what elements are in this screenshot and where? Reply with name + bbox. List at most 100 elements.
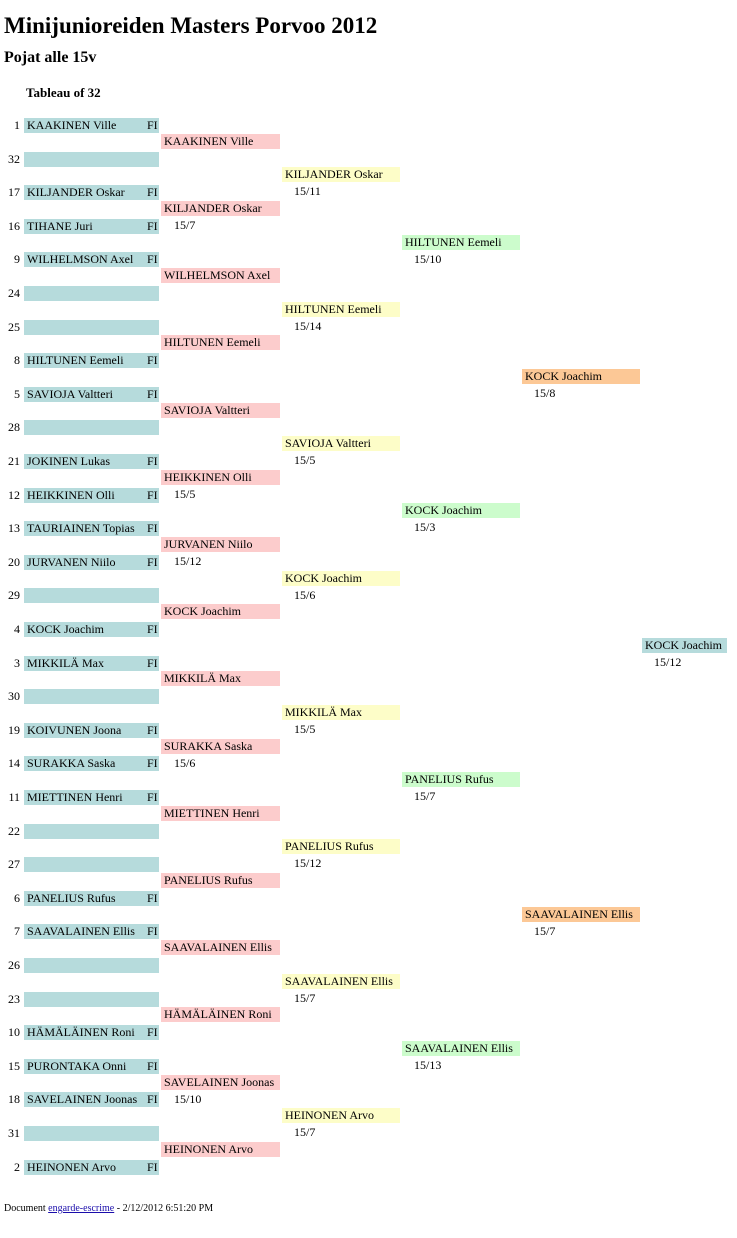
round-of-16-winner: PANELIUS Rufus <box>161 873 280 888</box>
entry-name: PANELIUS Rufus <box>24 891 145 906</box>
round-of-16-winner: SAAVALAINEN Ellis <box>161 940 280 955</box>
entry-nation <box>144 152 159 167</box>
entry-name: KILJANDER Oskar <box>24 185 145 200</box>
entry-nation <box>144 286 159 301</box>
entry-nation: FI <box>144 756 159 771</box>
round-of-16-winner: HÄMÄLÄINEN Roni <box>161 1007 280 1022</box>
quarterfinal-winner: SAVIOJA Valtteri <box>282 436 400 451</box>
seed-number: 27 <box>8 857 20 871</box>
footer-link[interactable]: engarde-escrime <box>48 1203 115 1214</box>
entry-nation <box>144 857 159 872</box>
entry-name: HEIKKINEN Olli <box>24 488 145 503</box>
entry-name: HEINONEN Arvo <box>24 1160 145 1175</box>
seed-number: 31 <box>8 1126 20 1140</box>
entry-nation: FI <box>144 1059 159 1074</box>
seed-number: 25 <box>8 320 20 334</box>
entry-nation: FI <box>144 555 159 570</box>
entry-nation: FI <box>144 723 159 738</box>
entry-nation: FI <box>144 891 159 906</box>
quarterfinal-winner: KOCK Joachim <box>282 571 400 586</box>
entry-nation <box>144 588 159 603</box>
seed-number: 23 <box>8 992 20 1006</box>
seed-number: 2 <box>14 1160 20 1174</box>
entry-name <box>24 824 145 839</box>
seed-number: 11 <box>8 790 20 804</box>
entry-name: JOKINEN Lukas <box>24 454 145 469</box>
entry-nation: FI <box>144 185 159 200</box>
quarterfinal-winner: PANELIUS Rufus <box>282 839 400 854</box>
match-score: 15/5 <box>294 453 316 467</box>
match-score: 15/5 <box>174 487 196 501</box>
entry-name: SAVELAINEN Joonas <box>24 1092 145 1107</box>
entry-name: TIHANE Juri <box>24 219 145 234</box>
round-of-16-winner: MIETTINEN Henri <box>161 806 280 821</box>
match-score: 15/12 <box>294 856 322 870</box>
entry-name <box>24 958 145 973</box>
seed-number: 6 <box>14 891 20 905</box>
seed-number: 20 <box>8 555 20 569</box>
quarterfinal-winner: HEINONEN Arvo <box>282 1108 400 1123</box>
entry-nation: FI <box>144 656 159 671</box>
seed-number: 9 <box>14 252 20 266</box>
entry-nation: FI <box>144 118 159 133</box>
match-score: 15/11 <box>294 184 321 198</box>
entry-nation: FI <box>144 1092 159 1107</box>
entry-name <box>24 857 145 872</box>
entry-name: TAURIAINEN Topias <box>24 521 145 536</box>
entry-nation: FI <box>144 454 159 469</box>
entry-name: HILTUNEN Eemeli <box>24 353 145 368</box>
entry-nation: FI <box>144 387 159 402</box>
match-score: 15/5 <box>294 722 316 736</box>
quarterfinal-winner: KILJANDER Oskar <box>282 167 400 182</box>
semifinal-winner: SAAVALAINEN Ellis <box>402 1041 520 1056</box>
seed-number: 26 <box>8 958 20 972</box>
entry-name <box>24 689 145 704</box>
seed-number: 28 <box>8 420 20 434</box>
seed-number: 1 <box>14 118 20 132</box>
seed-number: 19 <box>8 723 20 737</box>
seed-number: 14 <box>8 756 20 770</box>
entry-name: JURVANEN Niilo <box>24 555 145 570</box>
champion: KOCK Joachim <box>642 638 727 653</box>
entry-name <box>24 286 145 301</box>
round-of-16-winner: KOCK Joachim <box>161 604 280 619</box>
entry-nation <box>144 958 159 973</box>
footer: Document engarde-escrime - 2/12/2012 6:5… <box>4 1203 213 1215</box>
match-score: 15/6 <box>294 588 316 602</box>
entry-nation <box>144 992 159 1007</box>
entry-name: PURONTAKA Onni <box>24 1059 145 1074</box>
entry-nation: FI <box>144 622 159 637</box>
seed-number: 13 <box>8 521 20 535</box>
match-score: 15/10 <box>414 252 442 266</box>
match-score: 15/7 <box>174 218 196 232</box>
entry-nation: FI <box>144 1025 159 1040</box>
round-of-16-winner: MIKKILÄ Max <box>161 671 280 686</box>
entry-nation: FI <box>144 219 159 234</box>
round-of-16-winner: HEIKKINEN Olli <box>161 470 280 485</box>
entry-nation: FI <box>144 924 159 939</box>
entry-name: WILHELMSON Axel <box>24 252 145 267</box>
seed-number: 7 <box>14 924 20 938</box>
footer-suffix: - 2/12/2012 6:51:20 PM <box>116 1203 214 1214</box>
entry-nation <box>144 1126 159 1141</box>
entry-nation <box>144 320 159 335</box>
seed-number: 32 <box>8 152 20 166</box>
entry-name: HÄMÄLÄINEN Roni <box>24 1025 145 1040</box>
entry-name: SAVIOJA Valtteri <box>24 387 145 402</box>
round-of-16-winner: WILHELMSON Axel <box>161 268 280 283</box>
entry-nation <box>144 824 159 839</box>
seed-number: 24 <box>8 286 20 300</box>
entry-nation <box>144 420 159 435</box>
entry-name: KAAKINEN Ville <box>24 118 145 133</box>
entry-name: MIKKILÄ Max <box>24 656 145 671</box>
final-winner: SAAVALAINEN Ellis <box>522 907 640 922</box>
match-score: 15/7 <box>534 924 556 938</box>
round-of-16-winner: KAAKINEN Ville <box>161 134 280 149</box>
seed-number: 5 <box>14 387 20 401</box>
seed-number: 8 <box>14 353 20 367</box>
round-of-16-winner: HILTUNEN Eemeli <box>161 335 280 350</box>
match-score: 15/7 <box>294 991 316 1005</box>
entry-name: SURAKKA Saska <box>24 756 145 771</box>
entry-name: KOIVUNEN Joona <box>24 723 145 738</box>
entry-name <box>24 588 145 603</box>
